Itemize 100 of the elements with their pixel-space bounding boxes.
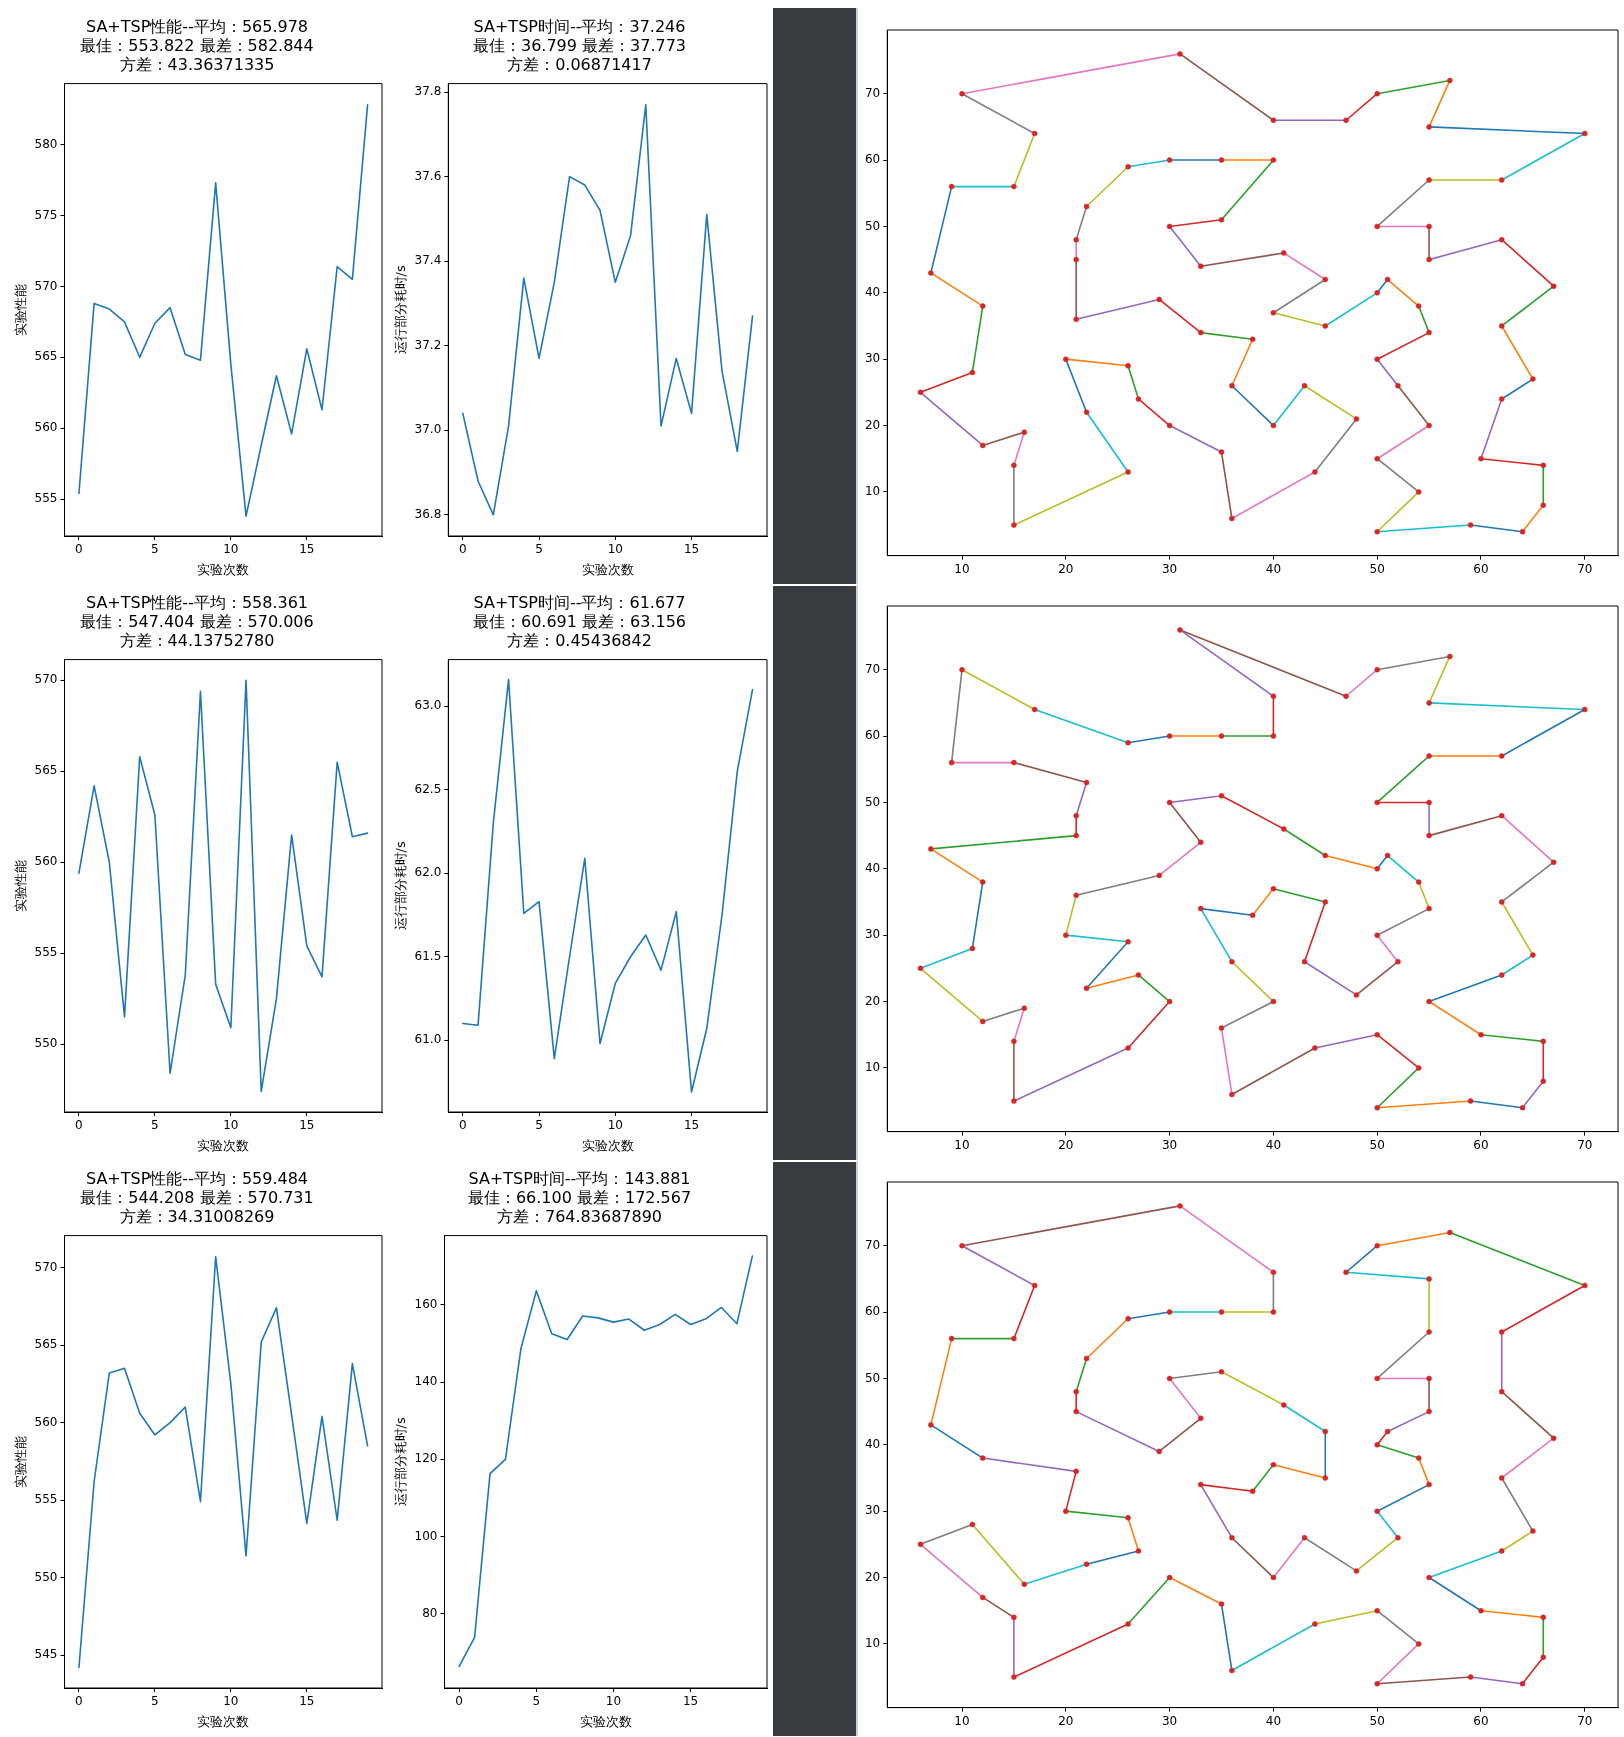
y-tick-label: 570: [34, 1259, 58, 1274]
x-tick-label: 30: [1161, 1137, 1178, 1152]
y-axis-title: 运行部分耗时/s: [393, 265, 409, 355]
y-tick-label: 30: [864, 927, 881, 942]
y-axis-title: 运行部分耗时/s: [393, 1417, 409, 1507]
y-tick-label: 50: [864, 1370, 881, 1385]
chart-title: SA+TSP性能--平均：565.978 最佳：553.822 最差：582.844 方差：43.36371335: [80, 16, 314, 75]
y-tick-label: 62.5: [414, 781, 442, 796]
x-tick-label: 10: [223, 1694, 239, 1709]
x-tick-label: 20: [1058, 561, 1074, 576]
y-tick-label: 10: [864, 484, 881, 499]
y-tick-label: 60: [864, 728, 881, 743]
x-tick-label: 70: [1577, 561, 1593, 576]
y-tick-label: 37.4: [414, 253, 442, 268]
y-axis-title: 实验性能: [13, 1435, 29, 1488]
y-tick-label: 565: [34, 1337, 58, 1352]
x-tick-label: 40: [1265, 561, 1282, 576]
x-tick-label: 10: [954, 1137, 970, 1152]
y-tick-label: 61.5: [414, 948, 442, 963]
y-tick-label: 40: [864, 1436, 881, 1451]
chart-title: SA+TSP时间--平均：61.677 最佳：60.691 最差：63.156 方差：0.45436842: [472, 592, 687, 651]
y-tick-label: 70: [864, 85, 881, 100]
y-tick-label: 37.8: [414, 84, 442, 99]
chart-title: SA+TSP时间--平均：143.881 最佳：66.100 最差：172.567 方差：764.83687890: [467, 1168, 692, 1227]
x-tick-label: 15: [683, 542, 700, 557]
y-tick-label: 80: [422, 1605, 438, 1620]
x-tick-label: 70: [1577, 1713, 1593, 1728]
x-tick-label: 10: [223, 542, 239, 557]
x-tick-label: 70: [1577, 1137, 1593, 1152]
y-tick-label: 555: [34, 1492, 58, 1507]
y-tick-label: 580: [34, 136, 58, 151]
y-tick-label: 100: [414, 1528, 438, 1543]
x-tick-label: 50: [1369, 1713, 1385, 1728]
y-tick-label: 555: [34, 945, 58, 960]
y-tick-label: 50: [864, 794, 881, 809]
y-tick-label: 560: [34, 1414, 58, 1429]
y-tick-label: 570: [34, 672, 58, 687]
y-tick-label: 565: [34, 763, 58, 778]
x-tick-label: 5: [535, 1118, 543, 1133]
y-tick-label: 37.0: [414, 422, 442, 437]
x-tick-label: 10: [605, 1694, 622, 1709]
x-tick-label: 0: [455, 1694, 463, 1709]
x-tick-label: 0: [458, 542, 467, 557]
x-tick-label: 0: [75, 1694, 83, 1709]
y-tick-label: 560: [34, 854, 58, 869]
y-tick-label: 550: [34, 1569, 58, 1584]
y-tick-label: 575: [34, 207, 58, 222]
y-tick-label: 20: [864, 1569, 881, 1584]
y-tick-label: 60: [864, 152, 881, 167]
x-tick-label: 15: [299, 1118, 315, 1133]
y-axis-title: 运行部分耗时/s: [393, 841, 409, 931]
y-tick-label: 40: [864, 284, 881, 299]
y-tick-label: 120: [414, 1451, 438, 1466]
x-tick-label: 5: [151, 1694, 159, 1709]
x-axis-title: 实验次数: [581, 561, 634, 577]
y-tick-label: 10: [864, 1060, 881, 1075]
y-tick-label: 36.8: [414, 506, 442, 521]
x-tick-label: 15: [682, 1694, 699, 1709]
y-tick-label: 40: [864, 860, 881, 875]
x-axis-title: 实验次数: [197, 1713, 250, 1729]
y-tick-label: 37.2: [414, 337, 442, 352]
y-tick-label: 60: [864, 1304, 881, 1319]
x-tick-label: 0: [75, 1118, 83, 1133]
x-tick-label: 15: [299, 1694, 315, 1709]
y-tick-label: 62.0: [414, 865, 442, 880]
y-tick-label: 20: [864, 417, 881, 432]
x-axis-title: 实验次数: [581, 1137, 634, 1153]
y-tick-label: 10: [864, 1636, 881, 1651]
x-tick-label: 40: [1265, 1713, 1282, 1728]
x-tick-label: 10: [607, 542, 623, 557]
x-tick-label: 10: [607, 1118, 623, 1133]
y-axis-title: 实验性能: [13, 859, 29, 912]
x-axis-title: 实验次数: [579, 1713, 632, 1729]
y-tick-label: 30: [864, 1503, 881, 1518]
y-tick-label: 555: [34, 491, 58, 506]
x-tick-label: 10: [954, 561, 970, 576]
x-tick-label: 20: [1058, 1137, 1074, 1152]
x-tick-label: 0: [75, 542, 83, 557]
y-tick-label: 63.0: [414, 698, 442, 713]
y-tick-label: 20: [864, 993, 881, 1008]
x-tick-label: 15: [683, 1118, 700, 1133]
y-tick-label: 560: [34, 420, 58, 435]
x-axis-title: 实验次数: [197, 561, 250, 577]
chart-title: SA+TSP性能--平均：558.361 最佳：547.404 最差：570.006 方差：44.13752780: [80, 592, 314, 651]
y-tick-label: 70: [864, 1237, 881, 1252]
x-tick-label: 40: [1265, 1137, 1282, 1152]
y-tick-label: 565: [34, 349, 58, 364]
y-tick-label: 50: [864, 218, 881, 233]
chart-title: SA+TSP性能--平均：559.484 最佳：544.208 最差：570.731 方差：34.31008269: [80, 1168, 314, 1227]
y-tick-label: 30: [864, 351, 881, 366]
x-tick-label: 60: [1473, 1713, 1489, 1728]
y-axis-title: 实验性能: [13, 283, 29, 336]
x-tick-label: 5: [532, 1694, 541, 1709]
y-tick-label: 37.6: [414, 168, 442, 183]
y-tick-label: 140: [414, 1374, 438, 1389]
x-tick-label: 20: [1058, 1713, 1074, 1728]
y-tick-label: 70: [864, 661, 881, 676]
chart-title: SA+TSP时间--平均：37.246 最佳：36.799 最差：37.773 方差：0.06871417: [472, 16, 687, 75]
x-tick-label: 50: [1369, 1137, 1385, 1152]
x-tick-label: 5: [535, 542, 543, 557]
